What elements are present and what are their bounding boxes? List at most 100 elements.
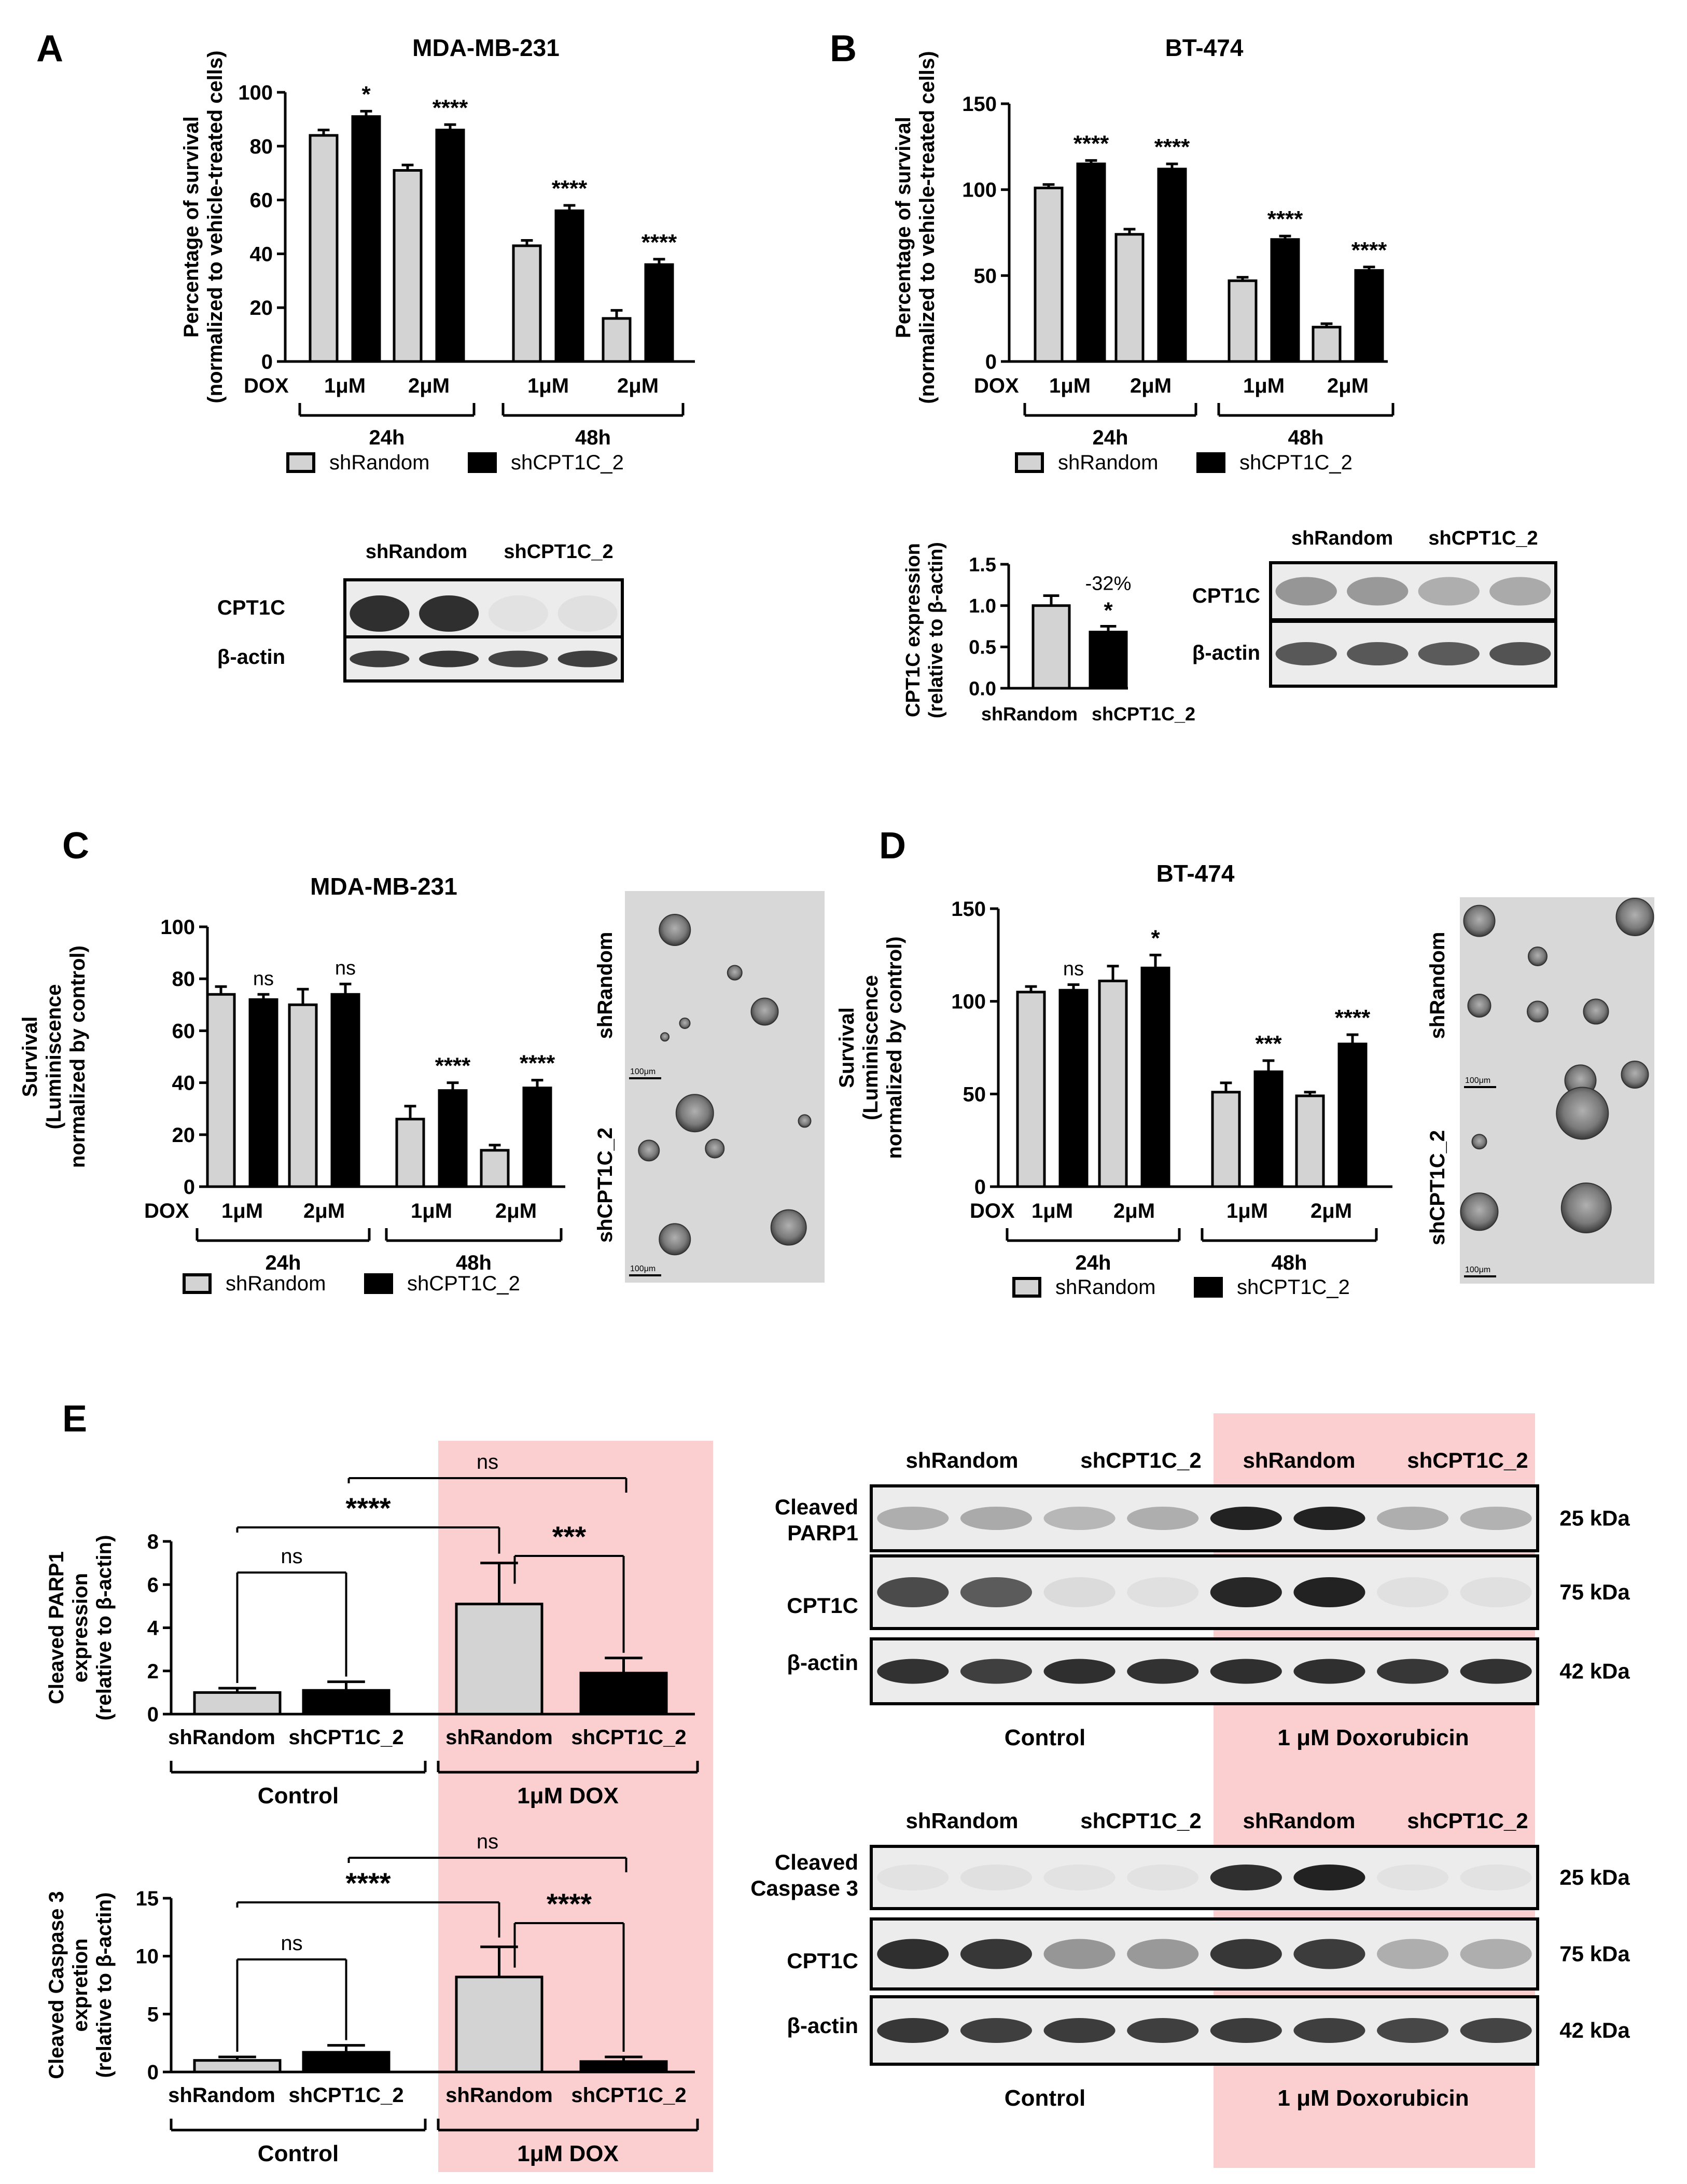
- blot-b-bactin-band: [1347, 642, 1409, 665]
- y-axis-label: normalized by control): [883, 937, 906, 1159]
- x-category-label: shCPT1C_2: [1092, 703, 1195, 725]
- cell: [1463, 905, 1496, 937]
- significance-label: ****: [552, 176, 588, 201]
- blot-e-parp-row2-band: [1127, 1659, 1199, 1684]
- y-tick-label: 0: [147, 1703, 159, 1726]
- micrograph-label: shCPT1C_2: [594, 1128, 617, 1243]
- blot-e-parp-row1-band: [960, 1577, 1033, 1607]
- y-axis-label: expretion: [69, 1938, 92, 2032]
- bar-shrandom: [393, 169, 423, 363]
- dox-label: DOX: [974, 374, 1019, 397]
- panel-a-title: MDA-MB-231: [412, 34, 560, 61]
- bar-shrandom: [1016, 991, 1046, 1188]
- micrograph-label: shCPT1C_2: [1426, 1130, 1449, 1245]
- y-tick-label: 150: [951, 898, 986, 921]
- bar-shcpt1c2: [1058, 989, 1089, 1188]
- blot-e-casp-row0-band: [1460, 1865, 1532, 1890]
- blot-e-parp-row0-frame: [870, 1484, 1539, 1552]
- dox-label: DOX: [144, 1200, 189, 1222]
- blot-e-casp-row1-band: [1127, 1939, 1199, 1969]
- y-tick-label: 0: [184, 1176, 195, 1199]
- x-category-label: shRandom: [981, 703, 1078, 725]
- dose-label: 2μM: [303, 1200, 345, 1222]
- blot-e-casp-row1-band: [960, 1939, 1033, 1969]
- blot-e-casp-row2-band: [960, 2018, 1033, 2043]
- blot-e-casp-row0-band: [1127, 1865, 1199, 1890]
- x-category-label: shCPT1C_2: [571, 2084, 686, 2107]
- blot-e-casp-row1-band: [1210, 1939, 1282, 1969]
- blot-e-parp-row2-band: [960, 1659, 1033, 1684]
- bar-shrandom: [1034, 186, 1064, 363]
- bar-shcpt1c2: [1076, 162, 1106, 363]
- x-category-label: shCPT1C_2: [288, 2084, 403, 2107]
- blot-e-parp-row0-band: [1210, 1507, 1282, 1530]
- bar-shrandom: [206, 993, 236, 1188]
- blot-group-label: 1 μM Doxorubicin: [1277, 2085, 1469, 2111]
- cell: [1528, 947, 1547, 966]
- y-axis-label: (relative to β-actin): [93, 1535, 116, 1721]
- y-tick-label: 20: [172, 1124, 196, 1147]
- bar-shcpt1c2: [248, 998, 278, 1188]
- y-axis-label: (Luminiscence: [43, 984, 65, 1129]
- cell: [727, 965, 743, 981]
- bar-shrandom: [1098, 979, 1128, 1188]
- kda-label: 42 kDa: [1559, 1659, 1630, 1684]
- bar-shrandom: [309, 134, 339, 363]
- blot-e-parp-row2-band: [877, 1659, 949, 1684]
- bar-shrandom: [1211, 1091, 1241, 1188]
- bar-shcpt1c2: [351, 115, 381, 363]
- bar-shcpt1c2: [1354, 269, 1384, 363]
- blot-b-cpt1c-band: [1275, 577, 1337, 606]
- bar-shcpt1c2: [579, 2060, 668, 2074]
- blot-e-casp-row2-band: [1210, 2018, 1282, 2043]
- panel-letter-e: E: [62, 1398, 87, 1440]
- legend-swatch-shcpt1c2: [468, 452, 497, 473]
- cell: [679, 1018, 691, 1029]
- bar-shrandom: [395, 1118, 425, 1188]
- comparison-label: ****: [345, 1867, 391, 1899]
- kda-label: 75 kDa: [1559, 1942, 1630, 1966]
- legend-swatch-shcpt1c2: [364, 1273, 393, 1294]
- comparison-label: ns: [281, 1932, 302, 1955]
- blot-header: shCPT1C_2: [1428, 527, 1538, 549]
- y-axis-label: Survival: [835, 1007, 858, 1088]
- kda-label: 75 kDa: [1559, 1580, 1630, 1604]
- blot-e-parp-row1-band: [1293, 1577, 1365, 1607]
- blot-row-label: CPT1C: [217, 596, 285, 619]
- time-label: 24h: [1076, 1251, 1111, 1274]
- blot-b-bactin-band: [1418, 642, 1480, 665]
- blot-header: shRandom: [1243, 1809, 1355, 1833]
- bar-shrandom: [193, 2059, 282, 2074]
- significance-label: ****: [1335, 1005, 1371, 1031]
- blot-e-parp-row1-band: [1460, 1577, 1532, 1607]
- panel-b-title: BT-474: [1165, 34, 1244, 61]
- scale-bar-label: 100μm: [630, 1264, 656, 1273]
- blot-e-casp-row0-band: [1293, 1865, 1365, 1890]
- y-axis-label: CPT1C expression: [902, 543, 924, 717]
- blot-a-bactin-band: [419, 650, 479, 667]
- kda-label: 25 kDa: [1559, 1506, 1630, 1531]
- dose-label: 1μM: [221, 1200, 263, 1222]
- comparison-label: ns: [477, 1451, 498, 1473]
- blot-e-casp-row2-band: [1043, 2018, 1116, 2043]
- x-category-label: shRandom: [168, 2084, 275, 2107]
- comparison-label: ****: [345, 1492, 391, 1524]
- blot-header: shCPT1C_2: [1080, 1448, 1201, 1472]
- time-label: 24h: [266, 1251, 301, 1274]
- bar-shrandom: [455, 1976, 543, 2074]
- blot-e-casp-row0-band: [1210, 1865, 1282, 1890]
- y-tick-label: 2: [147, 1660, 159, 1683]
- panel-c-title: MDA-MB-231: [310, 873, 457, 900]
- blot-e-parp-row0-band: [1293, 1507, 1365, 1530]
- bar-shcpt1c2: [1253, 1070, 1284, 1188]
- group-label: 1μM DOX: [517, 1783, 619, 1809]
- micrograph-label: shRandom: [594, 932, 617, 1039]
- bar-shrandom: [193, 1691, 282, 1716]
- y-tick-label: 0.0: [969, 678, 996, 700]
- x-category-label: shRandom: [168, 1726, 275, 1749]
- y-tick-label: 0: [974, 1176, 986, 1199]
- bar-shrandom: [288, 1003, 318, 1188]
- bar-shcpt1c2: [579, 1672, 668, 1716]
- y-axis-label: (relative to β-actin): [925, 542, 947, 718]
- cell: [1583, 998, 1609, 1025]
